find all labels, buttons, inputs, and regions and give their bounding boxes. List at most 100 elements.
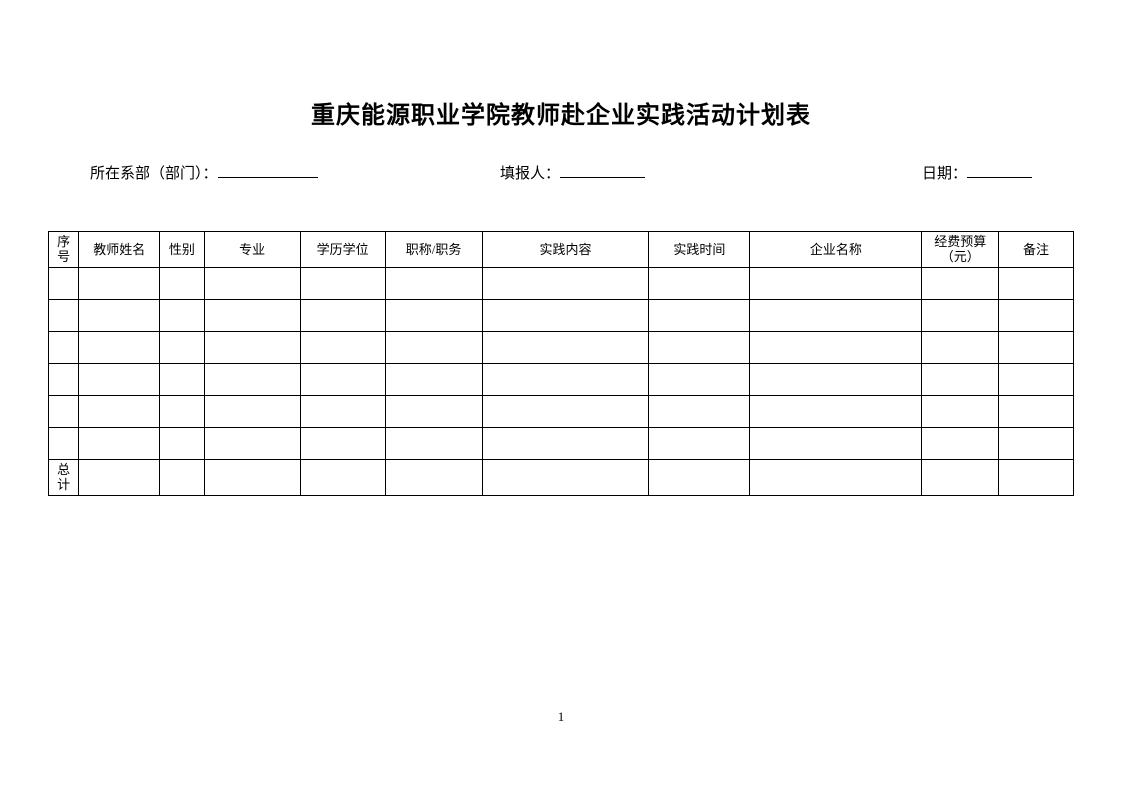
table-row — [49, 300, 1074, 332]
table-cell[interactable] — [482, 428, 649, 460]
table-header-row: 序 号 教师姓名 性别 专业 学历学位 职称/职务 实践内容 实践时间 企业名称… — [49, 232, 1074, 268]
header-major: 专业 — [204, 232, 300, 268]
table-cell[interactable] — [300, 460, 385, 496]
table-cell[interactable] — [649, 428, 750, 460]
header-edu: 学历学位 — [300, 232, 385, 268]
table-cell[interactable] — [204, 460, 300, 496]
table-cell[interactable] — [385, 460, 482, 496]
table-cell[interactable] — [49, 300, 79, 332]
table-cell[interactable] — [300, 396, 385, 428]
page-number: 1 — [0, 709, 1122, 725]
table-cell[interactable] — [49, 364, 79, 396]
table-cell[interactable] — [649, 396, 750, 428]
table-cell[interactable] — [649, 460, 750, 496]
table-cell[interactable] — [750, 396, 922, 428]
table-cell[interactable] — [482, 300, 649, 332]
table-cell[interactable] — [49, 332, 79, 364]
table-row — [49, 396, 1074, 428]
table-cell[interactable] — [79, 364, 160, 396]
table-cell[interactable] — [300, 428, 385, 460]
table-cell[interactable] — [999, 460, 1074, 496]
table-cell[interactable] — [160, 428, 204, 460]
table-cell[interactable] — [385, 364, 482, 396]
reporter-label: 填报人： — [500, 162, 560, 183]
table-cell[interactable] — [649, 268, 750, 300]
table-cell[interactable] — [79, 332, 160, 364]
table-cell[interactable] — [649, 332, 750, 364]
table-cell[interactable] — [204, 396, 300, 428]
table-cell[interactable] — [204, 332, 300, 364]
table-cell[interactable] — [49, 428, 79, 460]
table-cell[interactable] — [922, 300, 999, 332]
total-label-cell: 总计 — [49, 460, 79, 496]
table-cell[interactable] — [482, 364, 649, 396]
header-name: 教师姓名 — [79, 232, 160, 268]
header-title: 职称/职务 — [385, 232, 482, 268]
table-cell[interactable] — [300, 300, 385, 332]
table-row — [49, 268, 1074, 300]
table-cell[interactable] — [385, 396, 482, 428]
table-cell[interactable] — [999, 268, 1074, 300]
table-cell[interactable] — [482, 460, 649, 496]
table-cell[interactable] — [385, 428, 482, 460]
table-row — [49, 332, 1074, 364]
table-cell[interactable] — [750, 460, 922, 496]
table-cell[interactable] — [79, 268, 160, 300]
table-cell[interactable] — [79, 428, 160, 460]
table-cell[interactable] — [750, 364, 922, 396]
dept-blank[interactable] — [218, 160, 318, 178]
table-cell[interactable] — [300, 268, 385, 300]
reporter-blank[interactable] — [560, 160, 645, 178]
table-cell[interactable] — [300, 332, 385, 364]
table-cell[interactable] — [999, 428, 1074, 460]
table-cell[interactable] — [999, 364, 1074, 396]
table-cell[interactable] — [385, 300, 482, 332]
table-cell[interactable] — [482, 396, 649, 428]
table-cell[interactable] — [79, 460, 160, 496]
table-cell[interactable] — [204, 364, 300, 396]
table-cell[interactable] — [750, 300, 922, 332]
table-cell[interactable] — [750, 428, 922, 460]
table-wrap: 序 号 教师姓名 性别 专业 学历学位 职称/职务 实践内容 实践时间 企业名称… — [0, 231, 1122, 496]
table-cell[interactable] — [160, 300, 204, 332]
table-cell[interactable] — [922, 268, 999, 300]
table-cell[interactable] — [49, 268, 79, 300]
table-cell[interactable] — [999, 396, 1074, 428]
table-cell[interactable] — [922, 428, 999, 460]
table-cell[interactable] — [385, 268, 482, 300]
header-time: 实践时间 — [649, 232, 750, 268]
table-cell[interactable] — [482, 332, 649, 364]
table-cell[interactable] — [922, 396, 999, 428]
date-blank[interactable] — [967, 160, 1032, 178]
table-cell[interactable] — [160, 396, 204, 428]
header-company: 企业名称 — [750, 232, 922, 268]
header-remark: 备注 — [999, 232, 1074, 268]
dept-label: 所在系部（部门）： — [90, 162, 218, 183]
table-cell[interactable] — [300, 364, 385, 396]
table-cell[interactable] — [999, 300, 1074, 332]
table-cell[interactable] — [649, 364, 750, 396]
table-cell[interactable] — [160, 332, 204, 364]
table-cell[interactable] — [385, 332, 482, 364]
table-cell[interactable] — [482, 268, 649, 300]
table-cell[interactable] — [922, 364, 999, 396]
table-cell[interactable] — [160, 268, 204, 300]
table-cell[interactable] — [79, 300, 160, 332]
table-cell[interactable] — [922, 460, 999, 496]
table-cell[interactable] — [160, 364, 204, 396]
reporter-field: 填报人： — [500, 160, 910, 183]
table-cell[interactable] — [204, 428, 300, 460]
table-cell[interactable] — [649, 300, 750, 332]
header-gender: 性别 — [160, 232, 204, 268]
table-cell[interactable] — [750, 332, 922, 364]
table-cell[interactable] — [750, 268, 922, 300]
table-cell[interactable] — [204, 300, 300, 332]
table-cell[interactable] — [204, 268, 300, 300]
table-cell[interactable] — [922, 332, 999, 364]
header-budget: 经费预算 （元） — [922, 232, 999, 268]
table-cell[interactable] — [160, 460, 204, 496]
table-cell[interactable] — [999, 332, 1074, 364]
table-cell[interactable] — [49, 396, 79, 428]
table-cell[interactable] — [79, 396, 160, 428]
table-body: 总计 — [49, 268, 1074, 496]
